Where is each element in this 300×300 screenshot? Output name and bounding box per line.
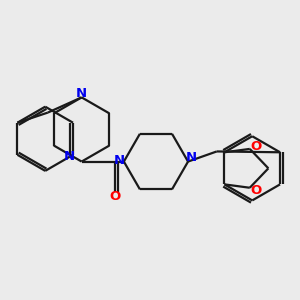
Text: N: N (64, 149, 75, 163)
Text: N: N (186, 152, 197, 164)
Text: O: O (250, 140, 261, 153)
Text: N: N (76, 87, 87, 100)
Text: O: O (250, 184, 261, 197)
Text: N: N (113, 154, 124, 167)
Text: O: O (110, 190, 121, 203)
